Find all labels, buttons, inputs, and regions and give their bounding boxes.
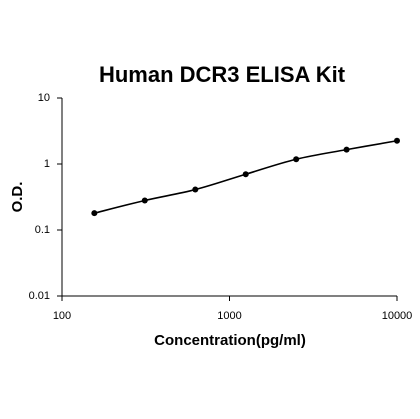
x-axis-label: Concentration(pg/ml)	[154, 332, 306, 349]
data-point	[394, 137, 400, 144]
x-tick-label: 1000	[217, 310, 241, 322]
y-axis-label: O.D.	[9, 182, 26, 213]
y-tick-label: 0.1	[35, 224, 50, 236]
x-tick-label: 100	[53, 310, 71, 322]
y-tick-label: 0.01	[29, 290, 50, 302]
data-point	[91, 210, 98, 217]
data-point	[343, 146, 350, 153]
chart-title: Human DCR3 ELISA Kit	[99, 62, 346, 87]
data-point	[141, 197, 148, 204]
y-tick-label: 1	[44, 158, 50, 170]
y-tick-label: 10	[38, 92, 50, 104]
x-tick-label: 10000	[382, 310, 413, 322]
data-point	[242, 171, 249, 178]
data-point	[293, 156, 300, 163]
data-point	[192, 186, 199, 193]
